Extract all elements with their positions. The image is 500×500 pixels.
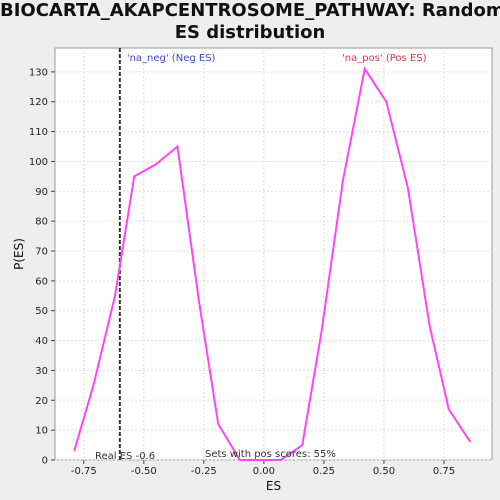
grid-lines — [55, 48, 492, 461]
neg-es-label: 'na_neg' (Neg ES) — [127, 53, 216, 64]
y-tick-label: 70 — [35, 247, 48, 258]
x-tick-label: 0.75 — [433, 466, 455, 477]
x-tick-label: 0.00 — [253, 466, 275, 477]
chart-title: BIOCARTA_AKAPCENTROSOME_PATHWAY: Random … — [0, 0, 500, 44]
chart-title-line-2: ES distribution — [174, 22, 326, 43]
y-tick-label: 20 — [35, 396, 48, 407]
y-tick-label: 110 — [29, 127, 48, 138]
x-tick-label: 0.25 — [313, 466, 335, 477]
y-tick-label: 60 — [35, 276, 48, 287]
y-tick-label: 50 — [35, 306, 48, 317]
y-tick-label: 80 — [35, 217, 48, 228]
y-axis-label: P(ES) — [12, 238, 26, 270]
y-tick-label: 30 — [35, 366, 48, 377]
x-axis-label: ES — [266, 479, 281, 493]
y-tick-label: 130 — [29, 67, 48, 78]
series-line — [73, 66, 472, 461]
x-tick-label: -0.75 — [71, 466, 97, 477]
y-tick-label: 40 — [35, 336, 48, 347]
y-tick-label: 90 — [35, 187, 48, 198]
pos-scores-label: Sets with pos scores: 55% — [205, 449, 336, 460]
y-tick-label: 100 — [29, 157, 48, 168]
pos-es-label: 'na_pos' (Pos ES) — [342, 53, 427, 64]
y-tick-label: 10 — [35, 426, 48, 437]
x-tick-label: -0.25 — [191, 466, 217, 477]
x-axis: -0.75 -0.50 -0.25 0.00 0.25 0.50 0.75 — [71, 460, 455, 477]
y-tick-label: 120 — [29, 97, 48, 108]
chart-title-line-1: BIOCARTA_AKAPCENTROSOME_PATHWAY: Random — [0, 0, 500, 21]
y-tick-label: 0 — [42, 456, 48, 467]
x-tick-label: -0.50 — [131, 466, 157, 477]
real-es-label: Real ES -0.6 — [95, 451, 155, 462]
x-tick-label: 0.50 — [373, 466, 395, 477]
y-axis: 0 10 20 30 40 50 60 70 80 90 100 110 120 130 — [29, 67, 55, 467]
